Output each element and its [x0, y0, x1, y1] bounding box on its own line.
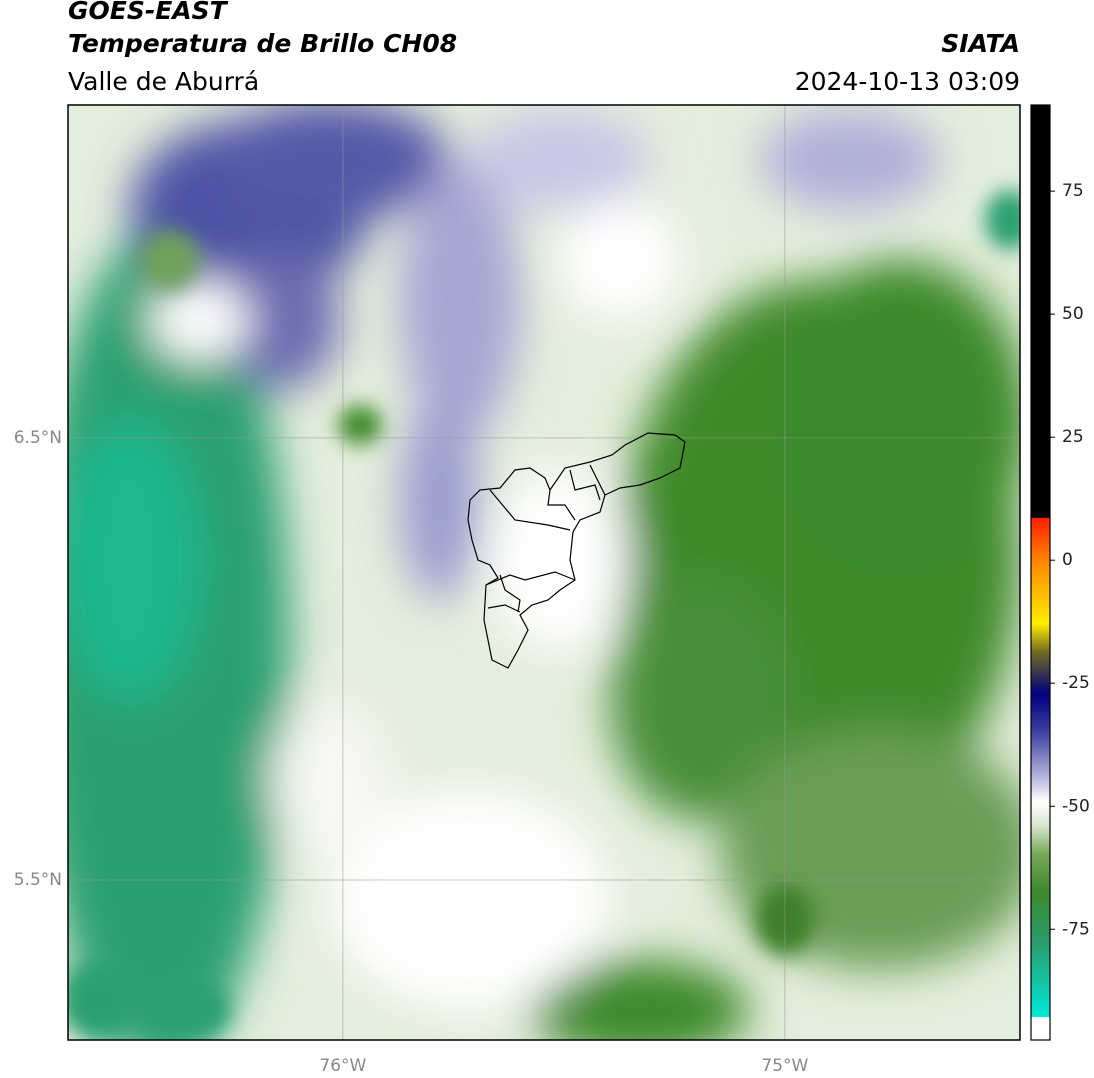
lon-tick-label: 75°W: [761, 1056, 808, 1076]
colorbar-tick-label: 25: [1062, 427, 1084, 447]
colorbar-tick-label: 75: [1062, 181, 1084, 201]
colorbar-tick-label: 50: [1062, 304, 1084, 324]
colorbar-tick-label: -75: [1062, 919, 1090, 939]
colorbar-tick-label: 0: [1062, 550, 1073, 570]
lat-tick-label: 5.5°N: [14, 870, 62, 890]
datetime: 2024-10-13 03:09: [795, 67, 1020, 96]
municipality-boundaries: [467, 432, 686, 669]
colorbar-ticks: 75 50 25 0 -25 -50 -75: [1050, 181, 1090, 939]
source: SIATA: [941, 29, 1020, 58]
lon-tick-label: 76°W: [319, 1056, 366, 1076]
map-frame: [67, 104, 1021, 1041]
colorbar-tick-label: -25: [1062, 673, 1090, 693]
product: Temperatura de Brillo CH08: [68, 29, 457, 58]
region: Valle de Aburrá: [68, 67, 259, 96]
map-grid: [68, 105, 1020, 1040]
colorbar-tick-label: -50: [1062, 796, 1090, 816]
lat-tick-label: 6.5°N: [14, 428, 62, 448]
satellite-field: [68, 105, 1020, 1040]
colorbar: [1030, 104, 1051, 1041]
satellite: GOES-EAST: [68, 0, 229, 25]
